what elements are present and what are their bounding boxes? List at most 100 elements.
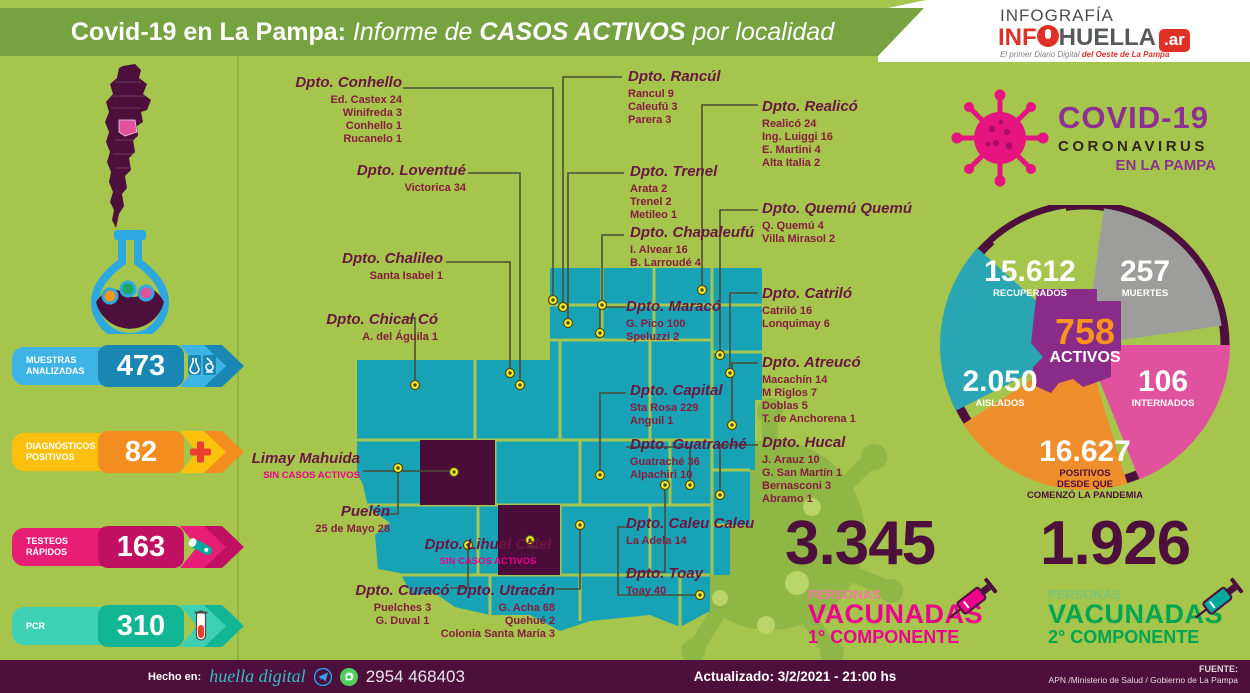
dept-label-loventue: Dpto. Loventué Victorica 34: [336, 162, 466, 195]
stat-value: 163: [116, 530, 166, 563]
stat-label: RECUPERADOS: [993, 288, 1067, 299]
dept-localities: Guatraché 36 Alpachiri 10: [630, 456, 700, 481]
dept-label-hucal: Dpto. Hucal J. Arauz 10 G. San Martín 1 …: [762, 434, 902, 506]
plus-icon: [180, 431, 226, 473]
dept-localities: Macachín 14 M Riglos 7 Doblas 5 T. de An…: [762, 374, 856, 425]
brand-suffix: HUELLA: [1058, 24, 1156, 51]
slice-aislados: [940, 248, 1085, 411]
source-note: FUENTE: APN /Ministerio de Salud / Gobie…: [1049, 664, 1238, 686]
dept-title: Dpto. Catriló: [762, 285, 852, 302]
summary-pie: 15.612 RECUPERADOS 257 MUERTES 758 ACTIV…: [935, 200, 1235, 515]
dept-localities: Toay 40: [626, 585, 667, 597]
syringe-icon-pink: [949, 577, 998, 619]
logo-notch: [878, 0, 926, 56]
dept-label-caleu-caleu: Dpto. Caleu Caleu La Adela 14: [626, 515, 776, 548]
dept-label-chalileo: Dpto. Chalileo Santa Isabel 1: [313, 250, 443, 283]
stat-value: 82: [124, 435, 158, 468]
stat-label: TESTEOS RÁPIDOS: [26, 536, 69, 557]
dept-localities: La Adela 14: [626, 535, 687, 547]
stat-value: 473: [116, 349, 166, 382]
dept-title: Dpto. Maracó: [626, 298, 722, 315]
made-in-label: Hecho en:: [148, 670, 202, 683]
stat-label: INTERNADOS: [1131, 398, 1195, 409]
tagline-accent: del Oeste de La Pampa: [1081, 50, 1170, 59]
stat-internados: 106 INTERNADOS: [1103, 365, 1223, 410]
dept-localities: Ed. Castex 24 Winifreda 3 Conhello 1 Ruc…: [330, 94, 402, 145]
brand-tagline: El primer Diario Digital del Oeste de La…: [1000, 50, 1169, 59]
brand-tld: .ar: [1159, 29, 1190, 52]
dept-localities: G. Pico 100 Speluzzi 2: [626, 318, 686, 343]
stat-value: 106: [1137, 365, 1189, 398]
dept-title: Dpto. Conhello: [295, 74, 402, 91]
dept-title: Dpto. Utracán: [456, 582, 555, 599]
dept-label-limay-mahuida: Limay Mahuida SIN CASOS ACTIVOS: [228, 450, 360, 481]
telegram-icon: [313, 667, 332, 686]
dept-localities: Victorica 34: [404, 182, 466, 194]
dept-title: Dpto. Rancúl: [628, 68, 721, 85]
title-part1: Covid-19 en La Pampa:: [70, 18, 346, 46]
dept-localities: I. Alvear 16 B. Larroudé 4: [630, 244, 701, 269]
syringe-icon-green: [1195, 577, 1244, 619]
footer-bar: Hecho en: huella digital 2954 468403 Act…: [0, 660, 1250, 693]
stat-value: 2.050: [962, 365, 1038, 398]
dept-label-guatrache: Dpto. Guatraché Guatraché 36 Alpachiri 1…: [630, 436, 770, 482]
slice-internados: [1085, 345, 1230, 480]
stat-recuperados: 15.612 RECUPERADOS: [965, 257, 1095, 300]
header-band: Covid-19 en La Pampa: Informe de CASOS A…: [0, 8, 905, 56]
huella-digital-brand: huella digital: [209, 666, 306, 686]
dept-title: Dpto. Quemú Quemú: [762, 200, 912, 217]
vaccinated-first-dose-labels: PERSONAS VACUNADAS 1° COMPONENTE: [808, 588, 983, 646]
dept-title: Dpto. Loventué: [356, 162, 466, 179]
stat-diagnosticos-positivos: DIAGNÓSTICOS POSITIVOS 82: [12, 431, 247, 473]
dept-label-conhello: Dpto. Conhello Ed. Castex 24 Winifreda 3…: [270, 74, 402, 146]
stat-value: 257: [1119, 255, 1171, 288]
dept-localities: 25 de Mayo 28: [315, 523, 390, 535]
connector-lines: [363, 76, 758, 596]
dept-label-catrilo: Dpto. Catriló Catriló 16 Lonquimay 6: [762, 285, 892, 331]
stat-muestras-analizadas: MUESTRAS ANALIZADAS 473: [12, 345, 247, 387]
brand-logo: INF HUELLA .ar: [998, 24, 1190, 52]
vaccinated-first-dose-value: 3.345: [785, 509, 936, 578]
tagline-plain: El primer Diario Digital: [1000, 50, 1082, 59]
dept-localities: Catriló 16 Lonquimay 6: [762, 305, 830, 330]
personas-label: PERSONAS: [1048, 587, 1121, 602]
dept-label-utracan: Dpto. Utracán G. Acha 68 Quehué 2 Coloni…: [415, 582, 555, 641]
dept-localities: Q. Quemú 4 Villa Mirasol 2: [762, 220, 836, 245]
la-pampa-highlight: [118, 119, 138, 137]
vaccinated-second-dose-labels: PERSONAS VACUNADAS 2° COMPONENTE: [1048, 588, 1223, 646]
stat-value: 758: [1054, 311, 1116, 352]
stat-value: 16.627: [1039, 435, 1131, 468]
dept-title: Dpto. Hucal: [762, 434, 846, 451]
dept-label-atreuco: Dpto. Atreucó Macachín 14 M Riglos 7 Dob…: [762, 354, 912, 426]
coronavirus-subtitle: CORONAVIRUS: [1058, 138, 1208, 155]
phone-number: 2954 468403: [365, 666, 465, 686]
stat-activos: 758 ACTIVOS: [1025, 311, 1145, 367]
source-line: APN /Ministerio de Salud / Gobierno de L…: [1048, 675, 1238, 685]
title-part4: por localidad: [685, 18, 835, 46]
brand-prefix: INF: [998, 24, 1037, 51]
panel-title-block: COVID-19 CORONAVIRUS EN LA PAMPA: [1058, 100, 1216, 174]
updated-timestamp: Actualizado: 3/2/2021 - 21:00 hs: [693, 669, 897, 684]
dept-label-maraco: Dpto. Maracó G. Pico 100 Speluzzi 2: [626, 298, 756, 344]
vacunadas-label: VACUNADAS: [1048, 599, 1224, 629]
dept-title: Dpto. Chalileo: [342, 250, 443, 267]
flask-microscope-icon: [180, 345, 226, 387]
componente-label: 1° COMPONENTE: [808, 627, 960, 647]
covid19-title: COVID-19: [1058, 100, 1209, 135]
title-part3: CASOS ACTIVOS: [479, 18, 686, 46]
dept-localities: A. del Águila 1: [362, 331, 438, 343]
dept-title: Dpto. Lihuel Calel: [424, 536, 552, 553]
stat-testeos-rapidos: TESTEOS RÁPIDOS 163: [12, 526, 247, 568]
dept-title: Dpto. Caleu Caleu: [626, 515, 755, 532]
dept-label-realico: Dpto. Realicó Realicó 24 Ing. Luiggi 16 …: [762, 98, 892, 170]
dept-note: SIN CASOS ACTIVOS: [263, 470, 360, 481]
coronavirus-icon: [951, 89, 1049, 187]
dept-localities: Puelches 3 G. Duval 1: [373, 602, 432, 627]
dept-label-rancul: Dpto. Rancúl Rancul 9 Caleufú 3 Parera 3: [628, 68, 748, 127]
region-label: EN LA PAMPA: [1115, 157, 1216, 174]
stat-muertes: 257 MUERTES: [1085, 255, 1205, 300]
dept-localities: Rancul 9 Caleufú 3 Parera 3: [628, 88, 678, 126]
argentina-map: [105, 64, 151, 228]
stat-label: PCR: [26, 620, 46, 631]
